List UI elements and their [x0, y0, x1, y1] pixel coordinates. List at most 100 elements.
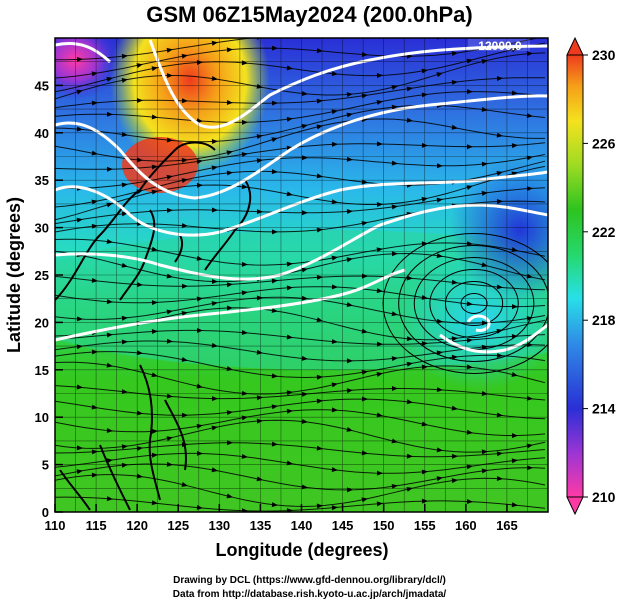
streamline-arrow [391, 104, 398, 110]
streamline-arrow [331, 505, 338, 511]
streamline-arrow [451, 354, 458, 360]
colorbar-tick-label: 222 [592, 224, 616, 240]
streamline-arrow [121, 182, 128, 188]
streamline-arrow [346, 302, 353, 307]
streamline-arrow [391, 386, 398, 392]
streamline-arrow [256, 395, 263, 401]
streamline-arrow [391, 356, 398, 362]
lat-tick-label: 15 [35, 363, 49, 378]
streamline-arrow [196, 505, 203, 511]
streamline [55, 165, 546, 221]
streamline-arrow [496, 199, 503, 204]
lon-tick-label: 115 [86, 518, 107, 533]
streamline-arrow [151, 189, 158, 195]
streamline-arrow [136, 97, 143, 103]
streamline-arrow [167, 73, 173, 78]
streamline [55, 286, 546, 308]
streamline [55, 91, 546, 123]
streamline-arrow [256, 349, 263, 355]
streamline-arrow [466, 241, 473, 247]
lat-tick-label: 5 [42, 458, 49, 473]
streamline-arrow [136, 157, 143, 163]
streamline-arrow [391, 160, 398, 166]
streamline-arrow [331, 109, 338, 115]
colorbar-tick-label: 218 [592, 312, 616, 328]
streamline-arrow [451, 279, 458, 285]
streamline-arrow [406, 361, 413, 367]
streamline-arrow [256, 134, 263, 140]
streamline [55, 419, 546, 453]
streamline-arrow [106, 299, 113, 305]
colorbar-min-arrow [566, 496, 584, 516]
streamline-arrow [331, 284, 338, 290]
streamline-arrow [211, 396, 218, 402]
streamline-arrow [376, 371, 383, 377]
streamline-arrow [376, 141, 383, 147]
streamline-arrow [391, 251, 398, 257]
streamline-arrow [406, 86, 413, 92]
streamline-arrow [316, 317, 323, 323]
streamline-arrow [121, 53, 128, 59]
colorbar-tick-label: 226 [592, 135, 616, 151]
streamline-arrow [121, 462, 128, 468]
streamline-arrow [316, 445, 323, 451]
longitude-axis: 110 115 120 125 130 135 140 145 150 155 160 165 [45, 504, 518, 533]
streamline-arrow [511, 304, 518, 310]
streamline-arrow [331, 199, 338, 205]
streamline-arrow [136, 282, 143, 288]
colorbar-max-arrow [566, 36, 584, 56]
vortex-streamline [460, 292, 488, 314]
streamline-arrow [316, 124, 323, 130]
streamline-arrow [466, 429, 473, 435]
streamline-arrow [301, 267, 308, 273]
streamline-arrow [166, 207, 173, 213]
streamline [55, 275, 546, 291]
streamline-arrow [346, 257, 353, 263]
streamline-arrow [76, 316, 83, 322]
streamline-arrow [151, 66, 158, 72]
streamline-arrow [226, 493, 233, 499]
streamline-arrow [376, 501, 383, 507]
streamline-arrow [286, 261, 293, 267]
streamline-arrow [121, 211, 128, 217]
streamline-arrow [151, 452, 158, 458]
streamline-arrow [316, 227, 323, 233]
streamline-arrow [526, 51, 533, 57]
lat-tick-label: 0 [42, 505, 49, 520]
streamline-arrow [466, 301, 473, 307]
streamline [55, 42, 546, 93]
streamline-arrow [346, 209, 353, 215]
streamline-arrow [196, 423, 203, 429]
streamline-arrow [271, 502, 278, 508]
streamline-arrow [226, 410, 233, 416]
streamline-arrow [196, 255, 203, 261]
streamline-arrow [91, 449, 98, 455]
streamline-arrow [496, 352, 503, 358]
streamline-arrow [271, 45, 278, 51]
streamline-arrow [391, 311, 398, 317]
streamline-arrow [256, 418, 263, 424]
streamline-arrow [436, 197, 443, 203]
streamline-arrow [406, 117, 413, 123]
streamline-arrow [286, 460, 293, 466]
streamline-arrow [286, 65, 293, 71]
lat-tick-label: 35 [35, 173, 49, 188]
streamline-arrow [181, 482, 188, 487]
streamline-arrow [271, 229, 278, 235]
streamline-arrow [286, 191, 293, 197]
streamline-arrow [166, 338, 173, 344]
streamline-arrow [211, 467, 218, 473]
streamline-arrow [241, 329, 248, 335]
streamline-arrow [121, 131, 128, 137]
streamline-arrow [196, 59, 203, 65]
streamline-arrow [481, 468, 488, 474]
vortex-streamline [398, 244, 548, 362]
streamline-arrow [331, 382, 338, 388]
streamline-arrow [286, 285, 293, 291]
streamline-arrow [106, 166, 113, 172]
streamline-arrow [466, 89, 473, 95]
streamline [55, 385, 546, 401]
streamline [55, 118, 545, 162]
streamline-arrow [496, 76, 503, 82]
lon-tick-label: 165 [496, 518, 518, 533]
